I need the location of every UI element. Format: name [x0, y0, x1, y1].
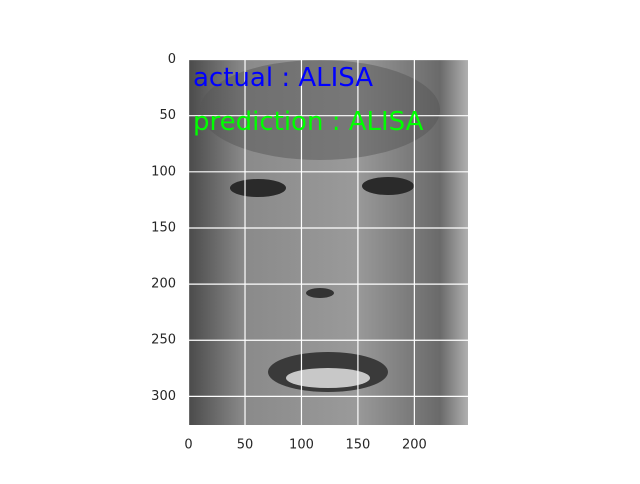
x-tick-label: 50 — [237, 438, 254, 453]
annotation: prediction : ALISA — [193, 107, 424, 137]
y-tick-label: 300 — [151, 389, 176, 404]
y-tick-label: 50 — [159, 108, 176, 123]
x-tick-label: 0 — [184, 438, 192, 453]
y-tick-label: 150 — [151, 220, 176, 235]
y-tick-label: 200 — [151, 277, 176, 292]
annotation: actual : ALISA — [193, 63, 373, 93]
x-tick-label: 200 — [402, 438, 427, 453]
y-tick-label: 100 — [151, 164, 176, 179]
x-tick-label: 150 — [346, 438, 371, 453]
x-tick-label: 100 — [289, 438, 314, 453]
y-tick-label: 0 — [168, 52, 176, 67]
y-tick-label: 250 — [151, 333, 176, 348]
